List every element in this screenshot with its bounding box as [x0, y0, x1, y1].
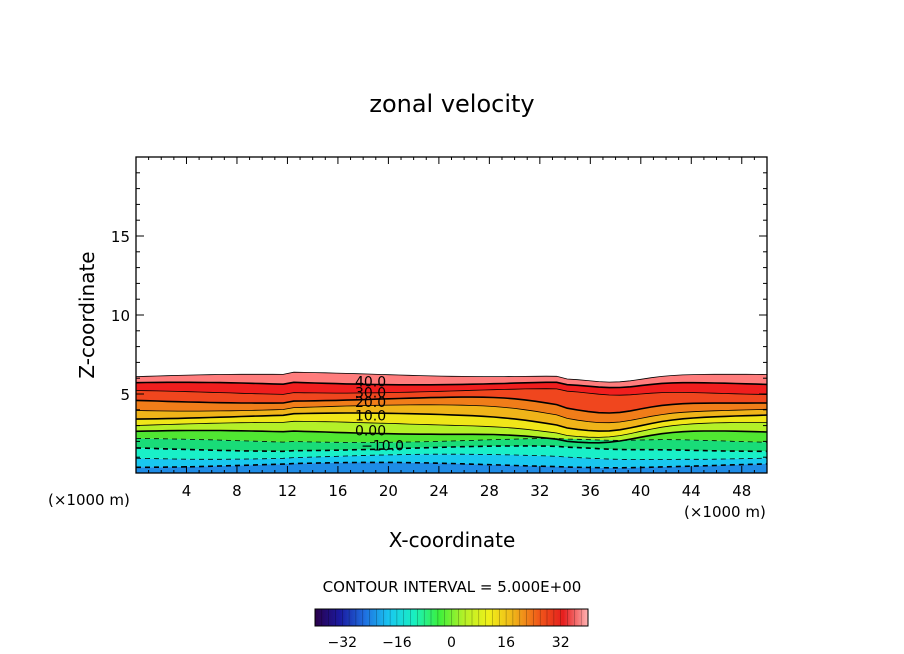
x-tick-label: 20 [379, 482, 398, 500]
contour-labels: 40.030.020.010.00.00−10.0 [355, 374, 404, 454]
contour-interval-label: CONTOUR INTERVAL = 5.000E+00 [323, 578, 582, 596]
x-tick-label: 12 [278, 482, 297, 500]
x-tick-label: 48 [732, 482, 751, 500]
y-tick-label: 15 [111, 228, 130, 246]
contour-line [135, 445, 767, 453]
field-band [136, 372, 767, 388]
contour-line [135, 371, 768, 383]
contour-line [135, 437, 768, 443]
colorbar-tick-labels: −32 −16 0 16 32 [328, 635, 570, 651]
field-band [136, 454, 767, 468]
contour-line [135, 388, 768, 396]
y-tick-labels: 5 10 15 [111, 228, 130, 404]
x-tick-label: 32 [530, 482, 549, 500]
colorbar-tick-label: 32 [552, 635, 570, 651]
x-unit-left: (×1000 m) [48, 491, 130, 509]
colorbar-ticks [321, 609, 582, 626]
contour-line [136, 461, 768, 469]
contour-line [135, 429, 768, 444]
x-tick-labels: 4 8 12 16 20 24 28 32 36 40 44 48 [182, 482, 752, 500]
x-tick-label: 44 [682, 482, 701, 500]
contour-label: 30.0 [355, 385, 386, 401]
contour-label: 20.0 [355, 395, 386, 411]
colorbar-tick-label: −32 [328, 635, 358, 651]
y-axis-label: Z-coordinate [75, 251, 99, 378]
x-tick-label: 28 [480, 482, 499, 500]
contour-label: 40.0 [355, 374, 386, 390]
field-band [136, 382, 767, 396]
field-band [136, 430, 767, 443]
x-unit-right: (×1000 m) [684, 503, 766, 521]
contour-line [135, 412, 768, 432]
x-tick-label: 8 [232, 482, 242, 500]
field-band [136, 462, 767, 473]
colorbar [314, 608, 589, 627]
field-band [136, 388, 767, 413]
x-tick-label: 16 [328, 482, 347, 500]
colorbar-tick-label: −16 [382, 635, 412, 651]
field-band [136, 445, 767, 460]
contour-line [135, 381, 768, 389]
contour-line [135, 396, 767, 414]
field-band [136, 421, 767, 443]
contour-line [135, 420, 767, 438]
contour-line [135, 453, 768, 460]
x-axis-label: X-coordinate [389, 528, 516, 552]
x-tick-label: 36 [581, 482, 600, 500]
contour-line [135, 404, 768, 424]
field-band [136, 397, 767, 423]
colorbar-tick-label: 0 [447, 635, 456, 651]
x-tick-label: 24 [429, 482, 448, 500]
contour-label: 10.0 [355, 408, 386, 424]
axis-ticks [136, 157, 767, 473]
y-tick-label: 5 [120, 386, 130, 404]
colorbar-tick-label: 16 [497, 635, 515, 651]
y-tick-label: 10 [111, 307, 130, 325]
field-band [136, 404, 767, 432]
contour-label: −10.0 [361, 438, 404, 454]
x-tick-label: 40 [631, 482, 650, 500]
contour-lines [135, 371, 768, 469]
chart-title: zonal velocity [369, 90, 534, 118]
contour-label: 0.00 [355, 423, 386, 439]
x-tick-label: 4 [182, 482, 192, 500]
